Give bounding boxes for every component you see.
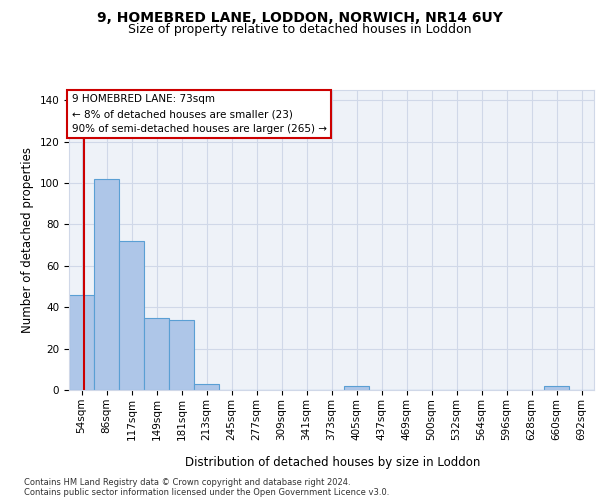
- Bar: [144, 318, 169, 390]
- Y-axis label: Number of detached properties: Number of detached properties: [21, 147, 34, 333]
- Bar: [344, 386, 369, 390]
- Bar: [94, 179, 119, 390]
- Bar: [544, 386, 569, 390]
- Text: Distribution of detached houses by size in Loddon: Distribution of detached houses by size …: [185, 456, 481, 469]
- Text: 9, HOMEBRED LANE, LODDON, NORWICH, NR14 6UY: 9, HOMEBRED LANE, LODDON, NORWICH, NR14 …: [97, 10, 503, 24]
- Text: Contains HM Land Registry data © Crown copyright and database right 2024.
Contai: Contains HM Land Registry data © Crown c…: [24, 478, 389, 497]
- Bar: [169, 320, 194, 390]
- Bar: [194, 384, 219, 390]
- Bar: [69, 295, 94, 390]
- Text: Size of property relative to detached houses in Loddon: Size of property relative to detached ho…: [128, 24, 472, 36]
- Text: 9 HOMEBRED LANE: 73sqm
← 8% of detached houses are smaller (23)
90% of semi-deta: 9 HOMEBRED LANE: 73sqm ← 8% of detached …: [71, 94, 326, 134]
- Bar: [119, 241, 144, 390]
